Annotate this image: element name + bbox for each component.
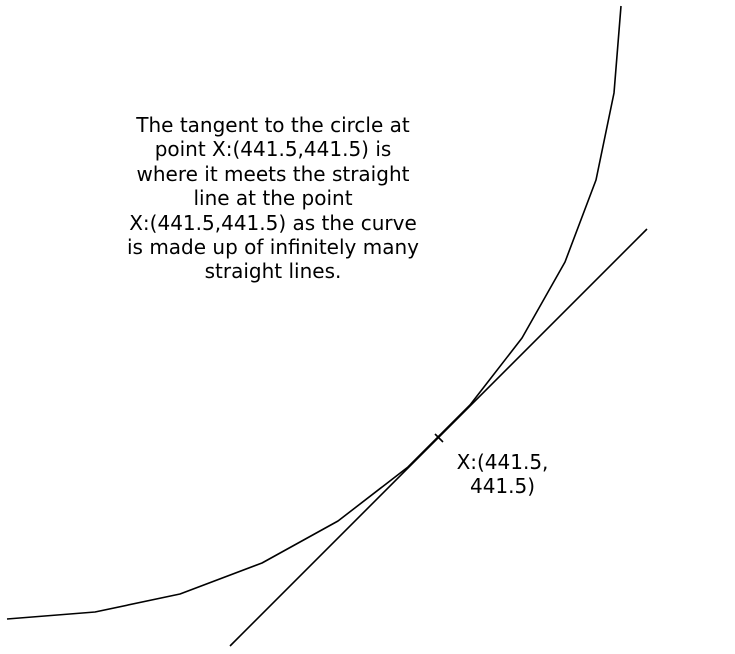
point-label-line: X:(441.5, <box>456 450 549 474</box>
explanation-line: The tangent to the circle at <box>136 113 410 137</box>
explanation-line: straight lines. <box>204 259 342 284</box>
circle-arc-curve <box>6 5 622 620</box>
explanation-line: X:(441.5,441.5) as the curve <box>129 210 417 235</box>
tangent-point-label: X:(441.5, 441.5) <box>445 450 560 499</box>
tangent-point-marker <box>434 433 444 443</box>
explanation-line: is made up of infinitely many <box>126 235 419 260</box>
explanation-line: point X:(441.5,441.5) is <box>154 137 392 162</box>
point-label-line: 441.5) <box>469 474 536 499</box>
explanation-line: line at the point <box>193 186 353 211</box>
explanation-text: The tangent to the circle at point X:(44… <box>108 113 438 284</box>
explanation-line: where it meets the straight <box>136 161 410 186</box>
